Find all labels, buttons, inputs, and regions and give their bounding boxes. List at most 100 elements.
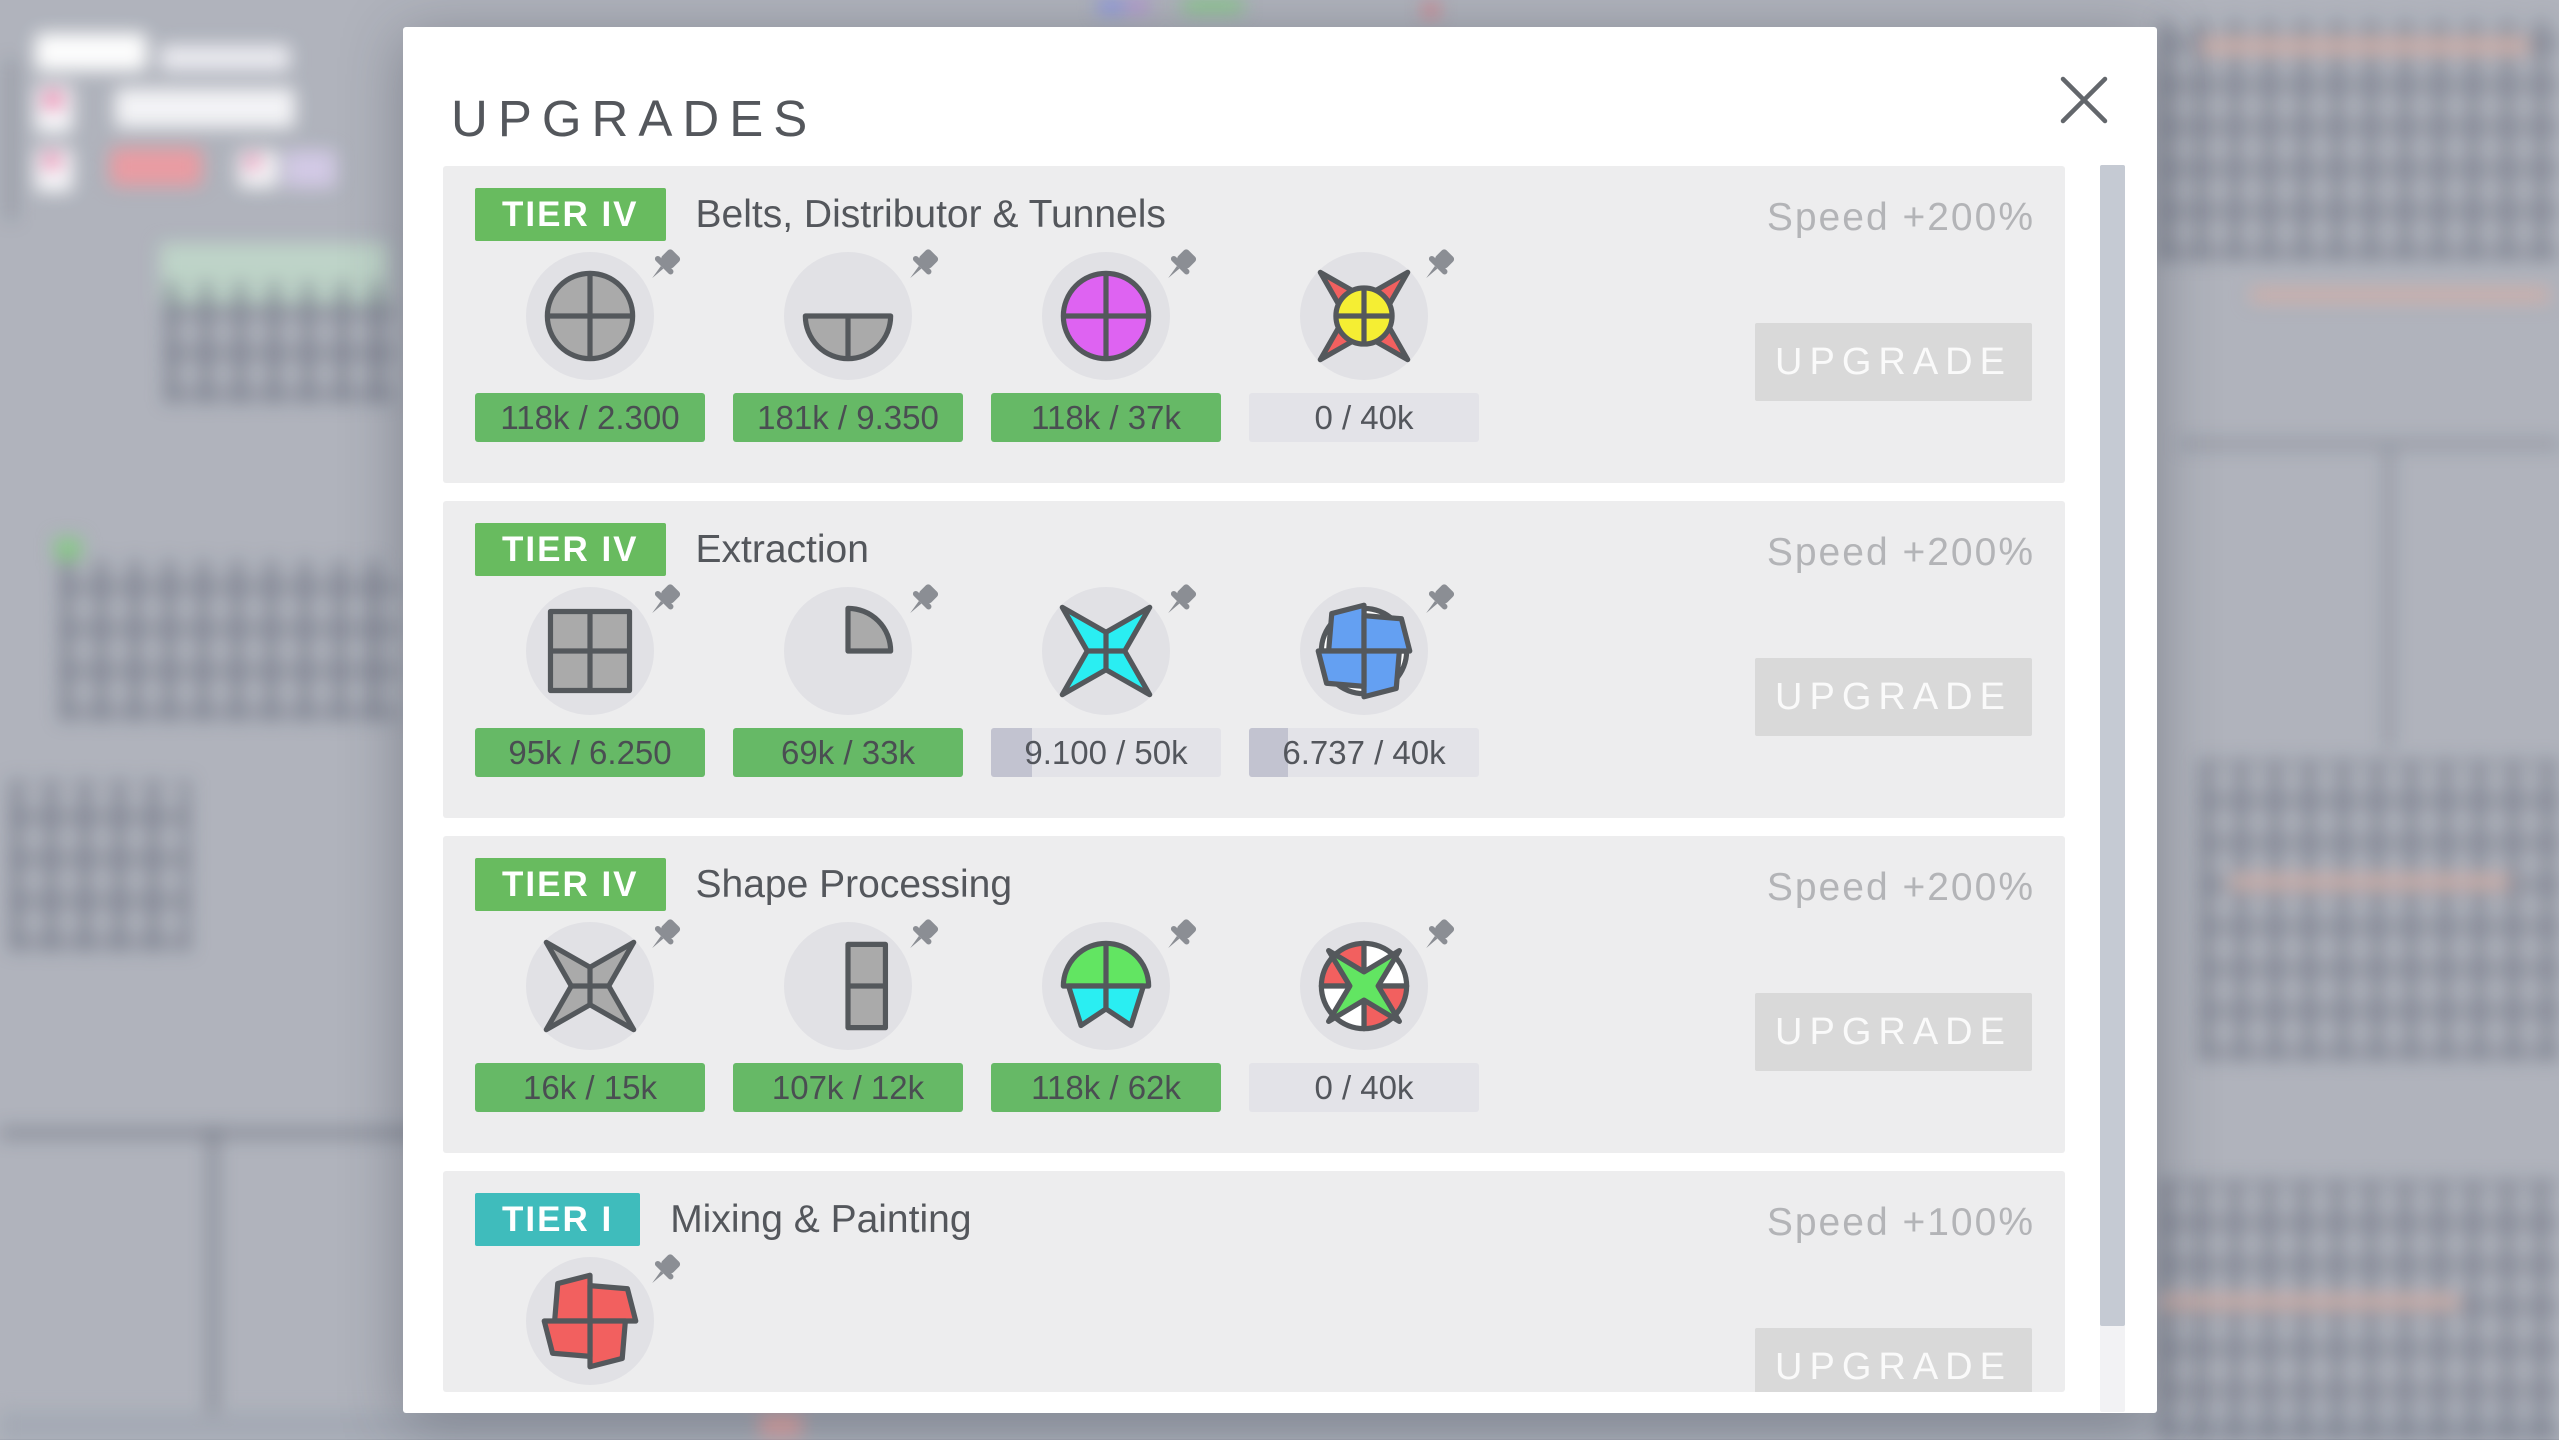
- upgrade-section: TIER IV Extraction Speed +200% 95k / 6.250…: [443, 501, 2065, 818]
- pin-icon[interactable]: [1156, 581, 1202, 631]
- upgrade-button[interactable]: UPGRADE: [1755, 658, 2032, 736]
- background-decoration: [165, 282, 395, 402]
- background-decoration: [160, 45, 290, 71]
- star-cyan-icon: [1042, 584, 1197, 715]
- progress-text: 0 / 40k: [1314, 1068, 1414, 1106]
- requirement: 181k / 9.350: [733, 249, 963, 442]
- background-decoration: [1128, 0, 1148, 12]
- progress-text: 0 / 40k: [1314, 398, 1414, 436]
- background-decoration: [2160, 1180, 2559, 1440]
- requirement: 0 / 40k: [1249, 249, 1479, 442]
- pin-icon[interactable]: [1414, 581, 1460, 631]
- star-uncolored-icon: [526, 919, 681, 1050]
- pin-icon[interactable]: [898, 246, 944, 296]
- pin-icon[interactable]: [1414, 916, 1460, 966]
- pin-icon[interactable]: [640, 246, 686, 296]
- half-circle-bottom-uncolored-icon: [784, 249, 939, 380]
- progress-text: 118k / 62k: [1031, 1068, 1181, 1106]
- background-decoration: [2385, 448, 2393, 748]
- progress-pill: 118k / 2.300: [475, 393, 705, 442]
- requirement: 16k / 15k: [475, 919, 705, 1112]
- requirement: 107k / 12k: [733, 919, 963, 1112]
- progress-pill: 0 / 40k: [1249, 393, 1479, 442]
- background-decoration: [2200, 760, 2559, 1060]
- background-decoration: [44, 154, 60, 168]
- background-decoration: [208, 1128, 218, 1438]
- progress-text: 69k / 33k: [781, 733, 915, 771]
- pin-icon[interactable]: [1156, 916, 1202, 966]
- progress-fill: [1249, 728, 1289, 777]
- dome-green-arrow-cyan-icon: [1042, 919, 1197, 1050]
- background-decoration: [2230, 875, 2510, 889]
- requirement: 118k / 2.300: [475, 249, 705, 442]
- star-red-circle-yellow-icon: [1300, 249, 1455, 380]
- pin-icon[interactable]: [898, 916, 944, 966]
- section-header: TIER IV Shape Processing: [475, 858, 1012, 911]
- circle-uncolored-icon: [526, 249, 681, 380]
- tier-badge: TIER IV: [475, 523, 666, 576]
- background-decoration: [44, 92, 62, 108]
- upgrade-section: TIER IV Shape Processing Speed +200% 16k /…: [443, 836, 2065, 1153]
- section-title: Belts, Distributor & Tunnels: [695, 192, 1166, 236]
- background-decoration: [0, 1412, 2559, 1439]
- tier-badge: TIER IV: [475, 188, 666, 241]
- progress-pill: 118k / 37k: [991, 393, 1221, 442]
- pin-icon[interactable]: [898, 581, 944, 631]
- progress-text: 107k / 12k: [771, 1068, 925, 1106]
- background-decoration: [2160, 20, 2559, 260]
- background-decoration: [246, 156, 260, 168]
- half-rect-right-uncolored-icon: [784, 919, 939, 1050]
- pin-icon[interactable]: [1156, 246, 1202, 296]
- pin-icon[interactable]: [640, 581, 686, 631]
- background-decoration: [2200, 38, 2530, 54]
- speed-bonus: Speed +100%: [1766, 1201, 2035, 1244]
- progress-text: 181k / 9.350: [757, 398, 939, 436]
- progress-text: 6.737 / 40k: [1282, 733, 1446, 771]
- background-decoration: [55, 538, 81, 560]
- progress-pill: 9.100 / 50k: [991, 728, 1221, 777]
- quarter-circle-uncolored-icon: [784, 584, 939, 715]
- progress-pill: 95k / 6.250: [475, 728, 705, 777]
- section-title: Mixing & Painting: [670, 1197, 972, 1241]
- requirement: 118k / 37k: [991, 249, 1221, 442]
- section-header: TIER IV Belts, Distributor & Tunnels: [475, 188, 1166, 241]
- close-icon[interactable]: [2055, 71, 2113, 129]
- progress-text: 16k / 15k: [523, 1068, 657, 1106]
- pin-icon[interactable]: [640, 1251, 686, 1301]
- progress-text: 118k / 2.300: [500, 398, 680, 436]
- progress-pill: 16k / 15k: [475, 1063, 705, 1112]
- upgrade-button[interactable]: UPGRADE: [1755, 323, 2032, 401]
- background-decoration: [2250, 288, 2550, 302]
- requirement-list: 95k / 6.250 69k / 33k 9.100 / 50k 6.737 …: [475, 584, 1479, 777]
- requirement-list: 16k / 15k 107k / 12k 118k / 62k 0 / 40k: [475, 919, 1479, 1112]
- upgrade-button[interactable]: UPGRADE: [1755, 993, 2032, 1071]
- background-decoration: [0, 1128, 430, 1138]
- progress-pill: 118k / 62k: [991, 1063, 1221, 1112]
- progress-pill: 0 / 40k: [1249, 1063, 1479, 1112]
- background-decoration: [1183, 0, 1243, 12]
- dialog-title: UPGRADES: [451, 90, 818, 147]
- requirement: 95k / 6.250: [475, 584, 705, 777]
- requirement: [475, 1254, 705, 1385]
- requirement: 69k / 33k: [733, 584, 963, 777]
- pin-icon[interactable]: [1414, 246, 1460, 296]
- scrollbar-thumb[interactable]: [2100, 165, 2125, 1326]
- background-decoration: [1424, 4, 1438, 16]
- upgrade-section: TIER I Mixing & Painting Speed +100% UPGRA…: [443, 1171, 2065, 1392]
- requirement: 6.737 / 40k: [1249, 584, 1479, 777]
- progress-pill: 69k / 33k: [733, 728, 963, 777]
- background-decoration: [284, 150, 336, 188]
- requirement-list: [475, 1254, 705, 1385]
- upgrades-dialog: UPGRADES TIER IV Belts, Distributor & Tun…: [403, 27, 2157, 1413]
- requirement: 9.100 / 50k: [991, 584, 1221, 777]
- tier-badge: TIER I: [475, 1193, 641, 1246]
- upgrade-button[interactable]: UPGRADE: [1755, 1328, 2032, 1392]
- requirement: 0 / 40k: [1249, 919, 1479, 1112]
- scrollbar-track[interactable]: [2100, 165, 2125, 1412]
- progress-fill: [991, 728, 1033, 777]
- speed-bonus: Speed +200%: [1766, 531, 2035, 574]
- background-decoration: [1098, 0, 1124, 13]
- requirement-list: 118k / 2.300 181k / 9.350 118k / 37k 0 /…: [475, 249, 1479, 442]
- pin-icon[interactable]: [640, 916, 686, 966]
